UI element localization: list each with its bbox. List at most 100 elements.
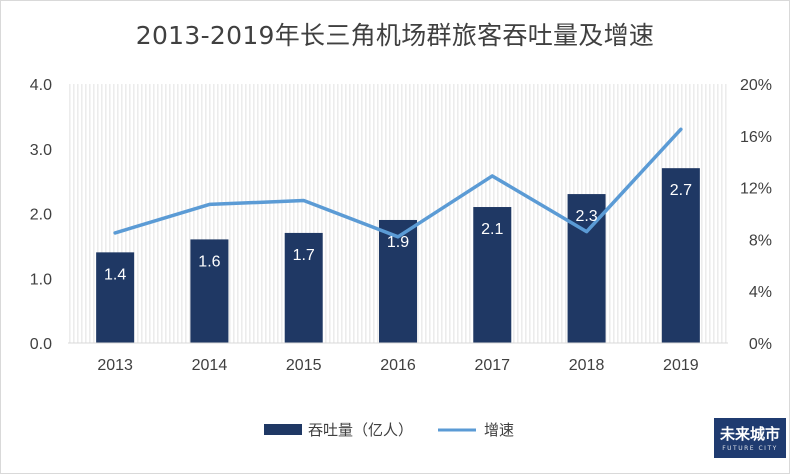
x-tick-label: 2014	[192, 357, 228, 374]
y-left-tick-label: 2.0	[30, 207, 52, 224]
stripe	[469, 84, 471, 343]
stripe	[413, 84, 415, 343]
stripe	[109, 84, 111, 343]
stripe	[97, 84, 99, 343]
stripe	[137, 84, 139, 343]
y-right-tick-label: 12%	[740, 181, 772, 198]
stripe	[365, 84, 367, 343]
stripe	[277, 84, 279, 343]
stripe	[561, 84, 563, 343]
stripe	[513, 84, 515, 343]
growth-line-series	[113, 127, 683, 239]
data-label-2013: 1.4	[104, 266, 126, 283]
y-right-tick-label: 20%	[740, 77, 772, 94]
stripe	[77, 84, 79, 343]
legend-bar-label: 吞吐量（亿人）	[308, 421, 413, 439]
stripe	[517, 84, 519, 343]
y-right-tick-label: 16%	[740, 129, 772, 146]
y-right-tick-label: 4%	[749, 284, 772, 301]
stripe	[317, 84, 319, 343]
stripe	[725, 84, 727, 343]
data-label-2016: 1.9	[387, 234, 409, 251]
stripe	[329, 84, 331, 343]
stripe	[229, 84, 231, 343]
stripe	[309, 84, 311, 343]
stripe	[521, 84, 523, 343]
data-label-2019: 2.7	[670, 182, 692, 199]
stripe	[145, 84, 147, 343]
chart-title: 2013-2019年长三角机场群旅客吞吐量及增速	[135, 21, 655, 50]
stripe	[653, 84, 655, 343]
x-tick-label: 2015	[286, 357, 322, 374]
stripe	[117, 84, 119, 343]
stripe	[649, 84, 651, 343]
stripe	[245, 84, 247, 343]
stripe	[541, 84, 543, 343]
stripe	[369, 84, 371, 343]
y-left-tick-label: 1.0	[30, 271, 52, 288]
stripe	[257, 84, 259, 343]
stripe	[301, 84, 303, 343]
stripe	[529, 84, 531, 343]
stripe	[461, 84, 463, 343]
stripe	[717, 84, 719, 343]
y-axis-left-ticks: 0.0 1.0 2.0 3.0 4.0	[30, 77, 52, 353]
stripe	[193, 84, 195, 343]
stripe	[101, 84, 103, 343]
stripe	[133, 84, 135, 343]
stripe	[169, 84, 171, 343]
stripe	[617, 84, 619, 343]
stripe	[149, 84, 151, 343]
legend: 吞吐量（亿人） 增速	[264, 421, 514, 439]
stripe	[713, 84, 715, 343]
future-city-logo: 未来城市 FUTURE CITY	[714, 418, 786, 458]
stripe	[113, 84, 115, 343]
stripe	[313, 84, 315, 343]
stripe	[129, 84, 131, 343]
data-label-2017: 2.1	[481, 221, 503, 238]
stripe	[325, 84, 327, 343]
stripe	[93, 84, 95, 343]
bar-2013	[96, 252, 135, 343]
bar-2017	[473, 207, 512, 343]
bar-series	[96, 168, 700, 343]
stripe	[445, 84, 447, 343]
stripe	[269, 84, 271, 343]
x-tick-label: 2016	[380, 357, 416, 374]
stripe	[549, 84, 551, 343]
logo-subtext: FUTURE CITY	[722, 445, 778, 452]
stripe	[361, 84, 363, 343]
stripe	[565, 84, 567, 343]
stripe	[721, 84, 723, 343]
stripe	[453, 84, 455, 343]
y-left-tick-label: 3.0	[30, 142, 52, 159]
stripe	[417, 84, 419, 343]
stripe	[209, 84, 211, 343]
bar-2015	[284, 232, 323, 343]
stripe	[273, 84, 275, 343]
stripe	[401, 84, 403, 343]
stripe	[73, 84, 75, 343]
stripe	[185, 84, 187, 343]
x-tick-label: 2018	[569, 357, 605, 374]
stripe	[377, 84, 379, 343]
x-axis-ticks: 2013 2014 2015 2016 2017 2018 2019	[97, 357, 698, 374]
stripe	[249, 84, 251, 343]
stripe	[121, 84, 123, 343]
stripe	[289, 84, 291, 343]
stripe	[349, 84, 351, 343]
stripe	[345, 84, 347, 343]
stripe	[397, 84, 399, 343]
bar-2019	[661, 168, 700, 343]
stripe	[657, 84, 659, 343]
bar-2014	[190, 239, 229, 343]
stripe	[621, 84, 623, 343]
stripe	[197, 84, 199, 343]
y-right-tick-label: 0%	[749, 336, 772, 353]
stripe	[297, 84, 299, 343]
stripe	[81, 84, 83, 343]
stripe	[545, 84, 547, 343]
stripe	[161, 84, 163, 343]
stripe	[293, 84, 295, 343]
